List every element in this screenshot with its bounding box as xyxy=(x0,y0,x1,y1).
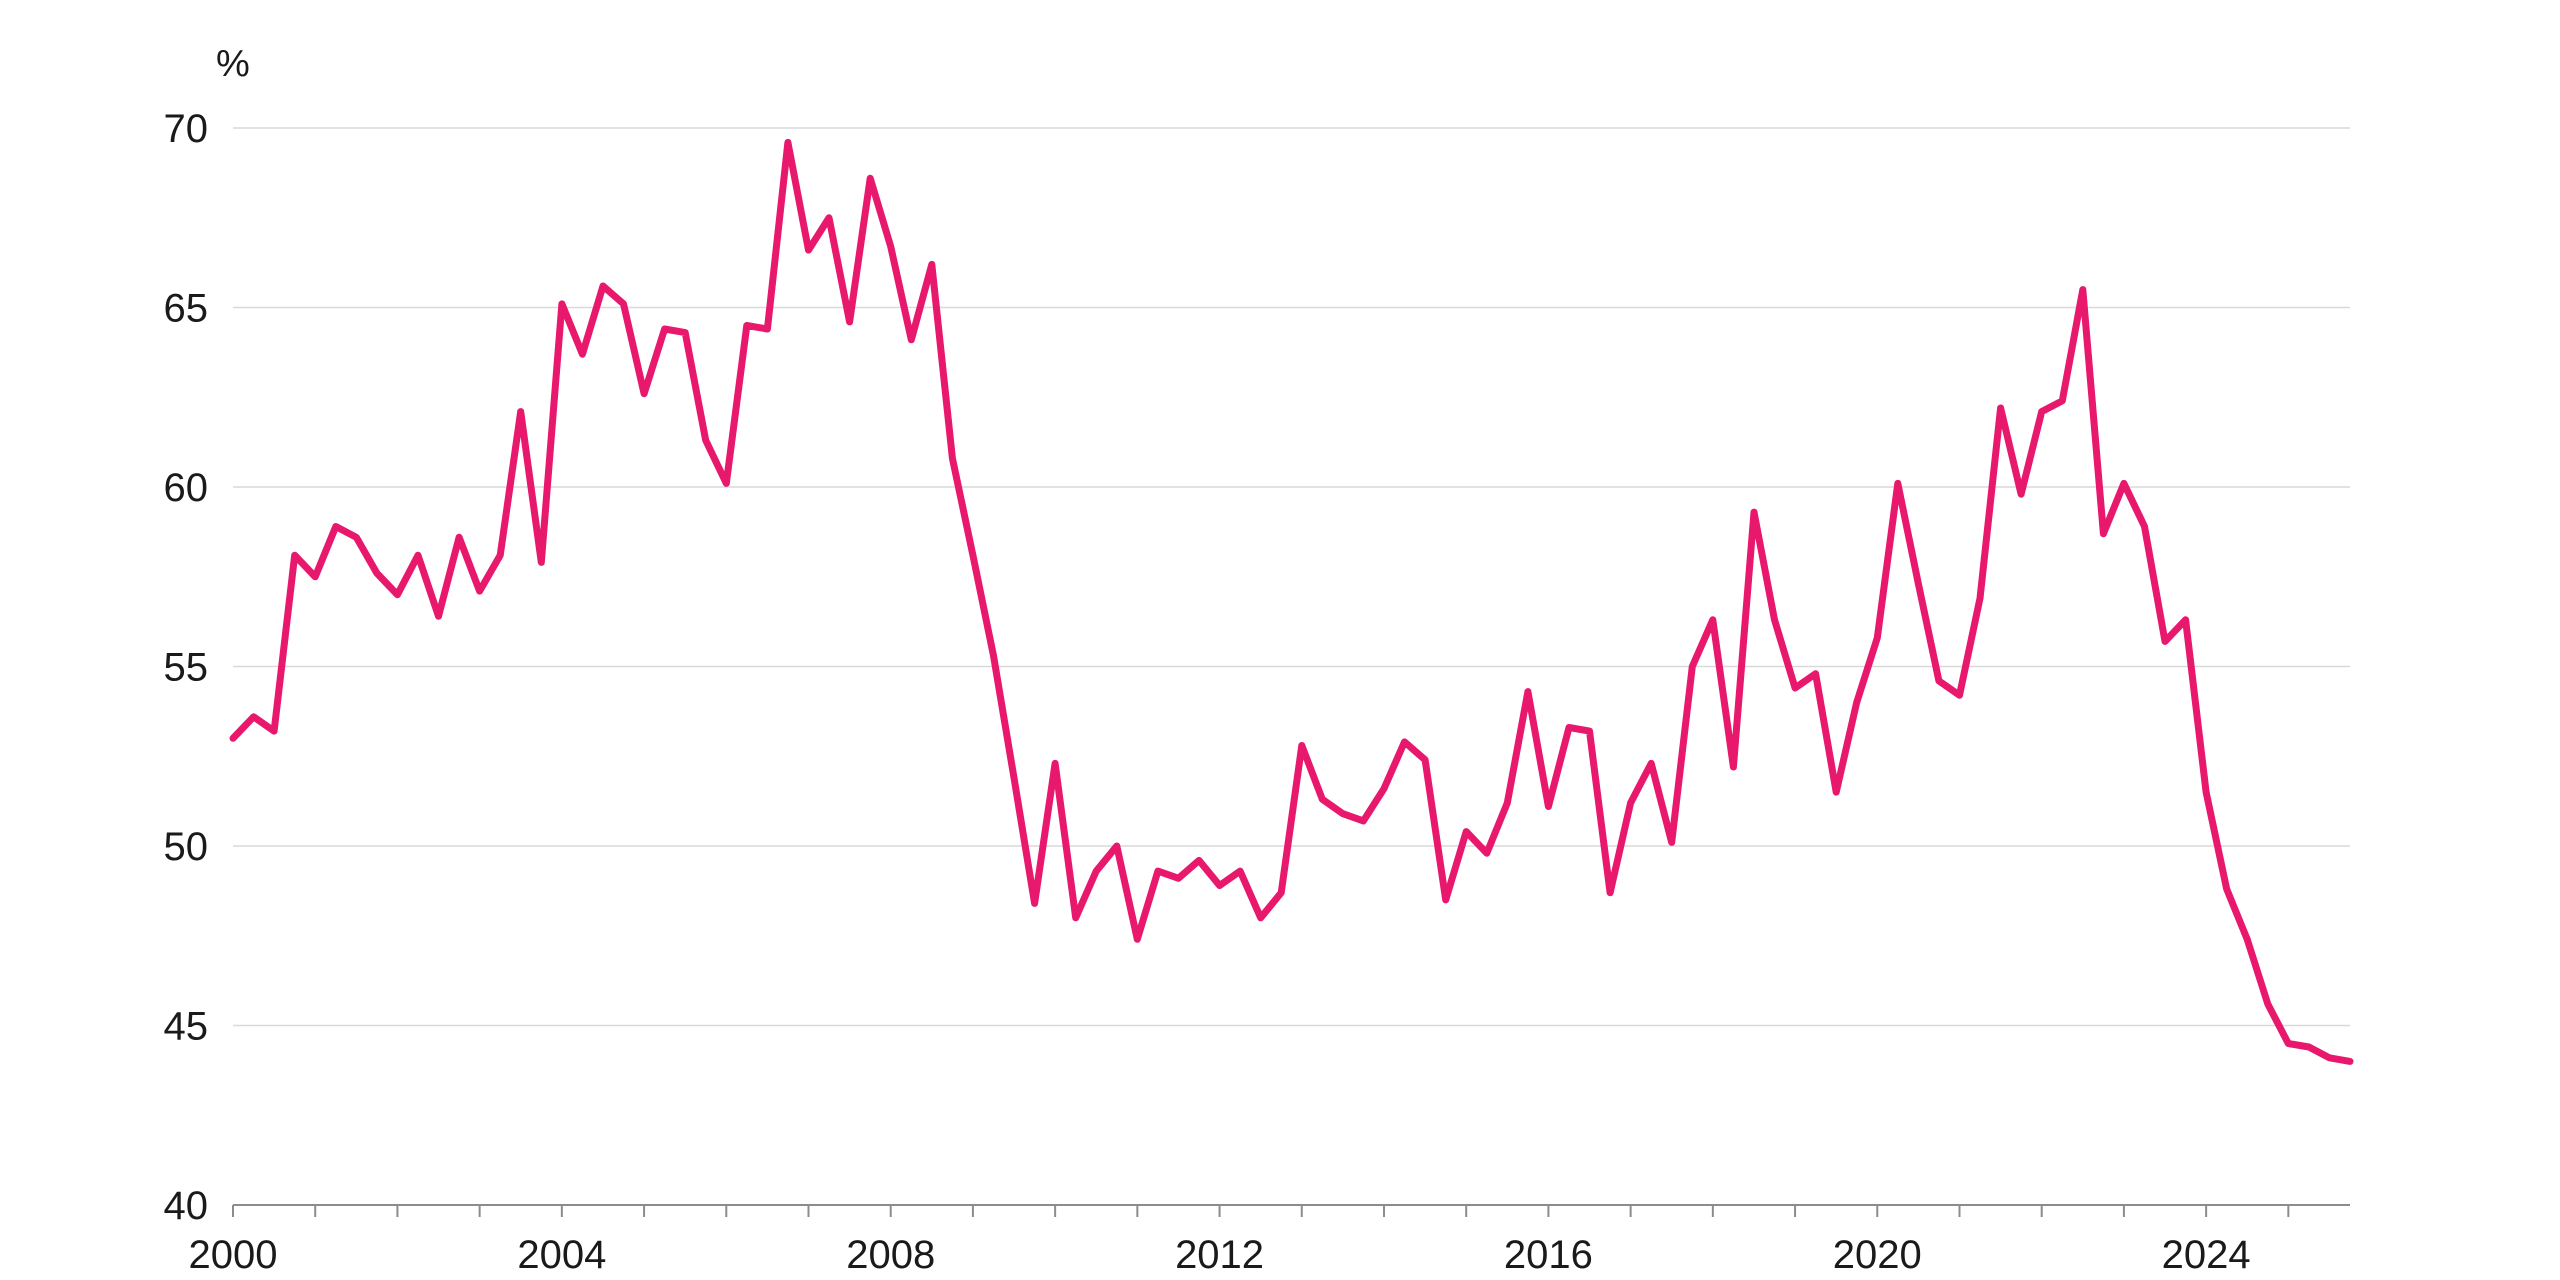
y-tick-label: 60 xyxy=(164,466,209,510)
x-tick-label: 2008 xyxy=(846,1233,935,1277)
series-line xyxy=(229,138,2354,1065)
y-tick-label: 55 xyxy=(164,646,209,690)
y-axis-unit-label: % xyxy=(216,43,250,85)
gridlines xyxy=(233,127,2350,1027)
y-tick-label: 70 xyxy=(164,107,209,151)
y-tick-label: 40 xyxy=(164,1184,209,1228)
y-axis-tick-labels: 40 45 50 55 60 65 70 xyxy=(164,107,209,1228)
x-tick-label: 2000 xyxy=(189,1233,278,1277)
y-tick-label: 45 xyxy=(164,1005,209,1049)
y-tick-label: 50 xyxy=(164,825,209,869)
x-tick-label: 2012 xyxy=(1175,1233,1264,1277)
y-tick-label: 65 xyxy=(164,287,209,331)
x-tick-label: 2024 xyxy=(2162,1233,2251,1277)
x-tick-label: 2020 xyxy=(1833,1233,1922,1277)
x-axis-ticks xyxy=(232,1205,2290,1217)
x-axis-tick-labels: 2000 2004 2008 2012 2016 2020 2024 xyxy=(189,1233,2251,1277)
series-layer xyxy=(229,138,2354,1065)
x-tick-label: 2004 xyxy=(517,1233,606,1277)
x-tick-label: 2016 xyxy=(1504,1233,1593,1277)
